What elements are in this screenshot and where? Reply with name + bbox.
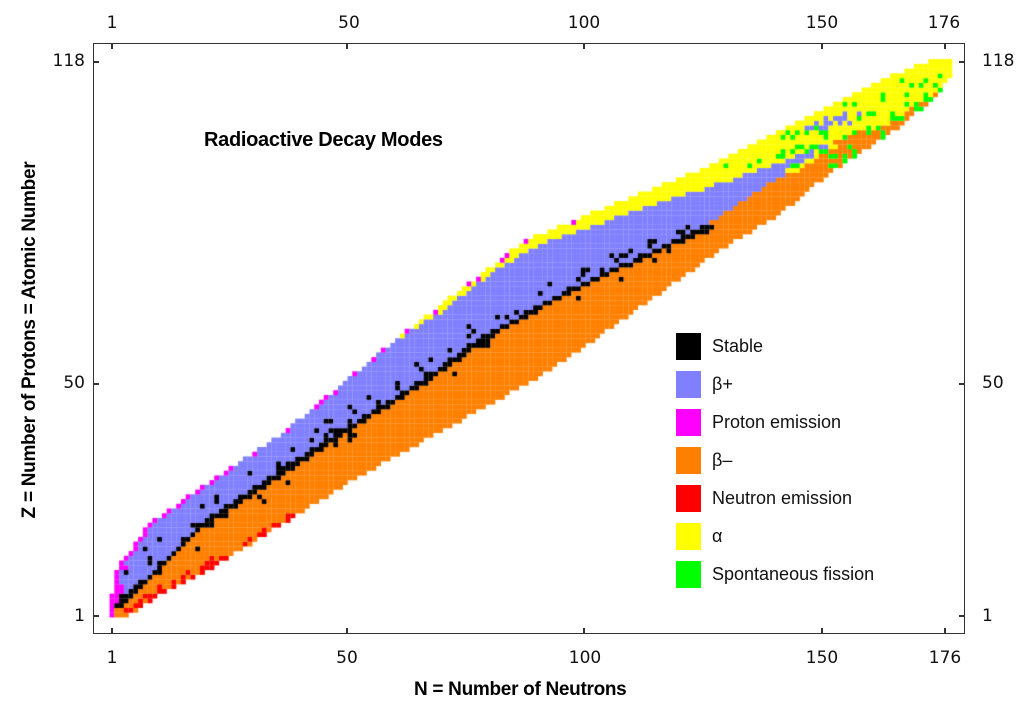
legend-item-neutron-emission: Neutron emission [676, 485, 874, 523]
x-bottom-tick-label: 100 [568, 648, 602, 668]
legend-label: Stable [712, 336, 764, 356]
legend-item-alpha: α [676, 523, 874, 561]
legend-item-stable: Stable [676, 333, 874, 371]
x-bottom-tick-label: 1 [106, 648, 118, 668]
legend-label: β+ [712, 374, 733, 394]
legend-swatch [676, 447, 701, 474]
legend-swatch [676, 485, 701, 512]
x-top-tick-mark [821, 43, 823, 49]
y-right-tick-label: 118 [982, 51, 1015, 71]
x-bottom-tick-mark [346, 628, 348, 634]
y-left-tick-label: 118 [52, 51, 85, 71]
y-right-tick-label: 50 [982, 373, 1004, 393]
y-right-tick-label: 1 [982, 606, 993, 626]
legend-label: Neutron emission [712, 488, 853, 508]
legend: Stable β+ Proton emission β– Neutron emi… [676, 333, 874, 599]
legend-swatch [676, 523, 701, 550]
x-top-tick-mark [944, 43, 946, 49]
legend-label: β– [712, 450, 733, 470]
y-right-tick-mark [959, 383, 965, 385]
y-left-tick-mark [93, 615, 99, 617]
legend-label: Spontaneous fission [712, 564, 875, 584]
legend-item-beta-minus: β– [676, 447, 874, 485]
x-bottom-tick-mark [583, 628, 585, 634]
x-bottom-tick-label: 50 [336, 648, 358, 668]
legend-label: Proton emission [712, 412, 842, 432]
legend-swatch [676, 409, 701, 436]
y-left-tick-mark [93, 383, 99, 385]
x-top-tick-label: 100 [567, 13, 601, 33]
legend-label: α [712, 526, 723, 546]
y-right-tick-mark [959, 61, 965, 63]
legend-swatch [676, 333, 701, 360]
x-bottom-tick-mark [111, 628, 113, 634]
x-axis-title: N = Number of Neutrons [414, 679, 627, 700]
legend-swatch [676, 371, 701, 398]
y-left-tick-label: 1 [74, 606, 85, 626]
plot-frame [93, 43, 965, 634]
x-bottom-tick-label: 150 [805, 648, 839, 668]
x-top-tick-mark [583, 43, 585, 49]
x-bottom-tick-mark [944, 628, 946, 634]
x-bottom-tick-label: 176 [928, 648, 962, 668]
x-bottom-tick-mark [821, 628, 823, 634]
x-top-tick-mark [111, 43, 113, 49]
y-right-tick-mark [959, 615, 965, 617]
x-top-tick-label: 176 [927, 13, 961, 33]
x-top-tick-mark [346, 43, 348, 49]
legend-item-proton-emission: Proton emission [676, 409, 874, 447]
chart-title: Radioactive Decay Modes [204, 129, 443, 151]
legend-item-beta-plus: β+ [676, 371, 874, 409]
y-axis-title: Z = Number of Protons = Atomic Number [19, 161, 40, 519]
x-top-tick-label: 150 [805, 13, 839, 33]
nuclide-chart-canvas [93, 43, 965, 634]
y-left-tick-label: 50 [63, 373, 85, 393]
legend-swatch [676, 561, 701, 588]
x-top-tick-label: 50 [338, 13, 360, 33]
legend-item-spontaneous-fission: Spontaneous fission [676, 561, 874, 599]
y-left-tick-mark [93, 61, 99, 63]
x-top-tick-label: 1 [106, 13, 118, 33]
